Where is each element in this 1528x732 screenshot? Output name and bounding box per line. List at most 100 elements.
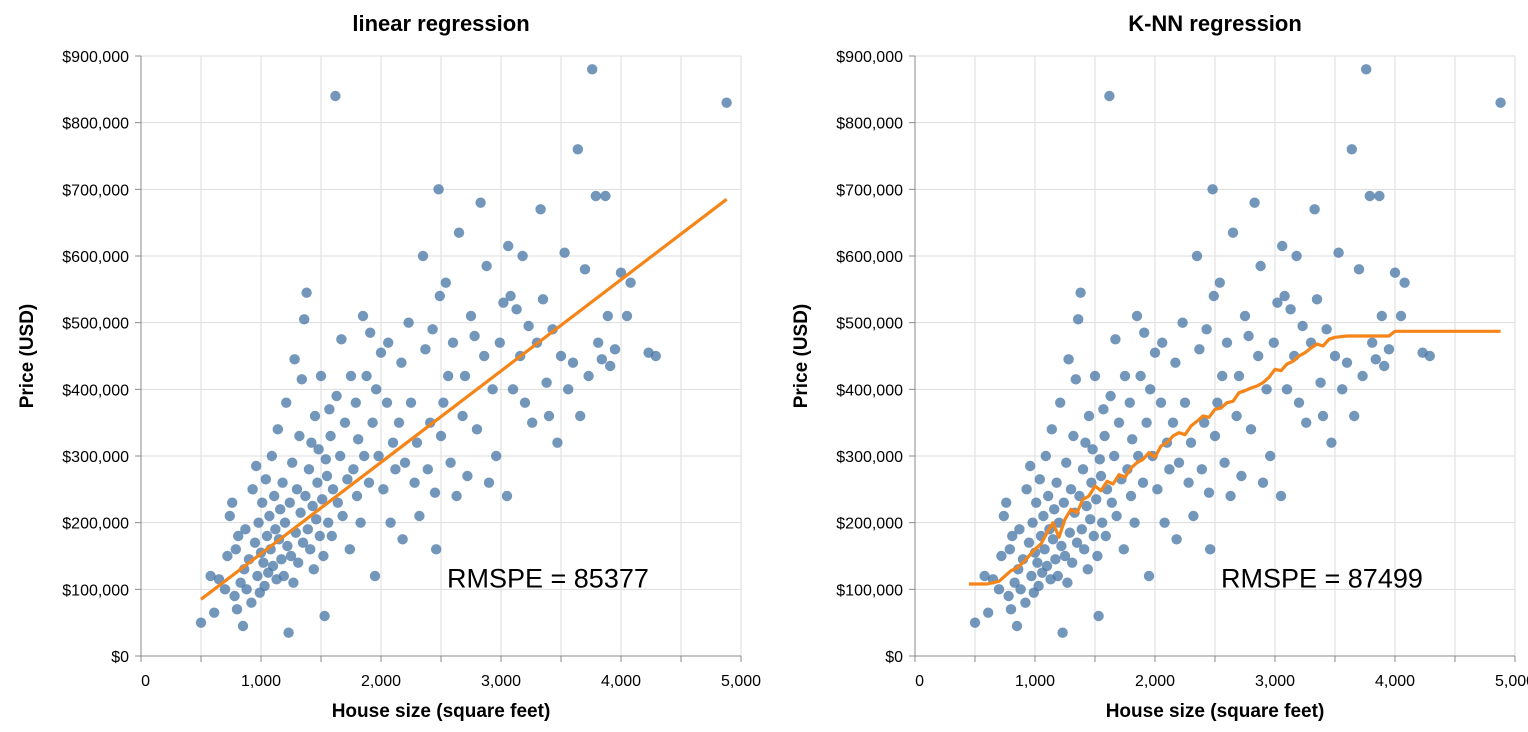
data-point bbox=[1395, 310, 1407, 322]
data-point bbox=[1056, 540, 1067, 552]
data-point bbox=[1173, 457, 1185, 468]
data-point bbox=[457, 410, 468, 422]
data-point bbox=[1039, 544, 1050, 555]
data-point bbox=[1495, 97, 1506, 108]
y-tick-label: $600,000 bbox=[836, 249, 903, 266]
data-point bbox=[305, 544, 316, 555]
data-point bbox=[1349, 410, 1360, 422]
data-point bbox=[1326, 437, 1337, 448]
data-point bbox=[1062, 577, 1073, 588]
data-point bbox=[252, 570, 263, 582]
data-point bbox=[475, 197, 486, 208]
data-point bbox=[503, 240, 514, 252]
data-point bbox=[1261, 384, 1272, 395]
data-point bbox=[1041, 560, 1053, 572]
data-point bbox=[567, 357, 579, 368]
data-point bbox=[1341, 357, 1353, 368]
data-point bbox=[1243, 330, 1254, 342]
data-point bbox=[367, 417, 378, 428]
data-point bbox=[1109, 450, 1120, 462]
data-point bbox=[1023, 537, 1035, 548]
x-tick-label: 1,000 bbox=[1015, 673, 1055, 690]
data-point bbox=[1118, 544, 1129, 555]
data-point bbox=[1110, 334, 1121, 345]
data-point bbox=[517, 250, 528, 262]
data-point bbox=[282, 540, 293, 552]
data-point bbox=[519, 397, 531, 408]
rmspe-annotation: RMSPE = 87499 bbox=[1221, 563, 1423, 593]
data-point bbox=[1217, 370, 1228, 382]
data-point bbox=[563, 384, 574, 395]
data-point bbox=[363, 477, 375, 488]
x-tick-label: 4,000 bbox=[601, 673, 641, 690]
data-point bbox=[1157, 337, 1168, 348]
data-point bbox=[1100, 530, 1111, 542]
data-point bbox=[445, 457, 456, 468]
data-point bbox=[1049, 504, 1060, 515]
data-point bbox=[327, 484, 339, 495]
data-point bbox=[625, 277, 636, 288]
data-point bbox=[1199, 417, 1210, 428]
data-point bbox=[507, 384, 519, 395]
data-point bbox=[1009, 577, 1020, 588]
data-point bbox=[312, 477, 323, 488]
data-point bbox=[1143, 570, 1155, 582]
data-point bbox=[1389, 267, 1401, 278]
data-point bbox=[1094, 454, 1105, 465]
data-point bbox=[1093, 610, 1104, 622]
data-point bbox=[1011, 620, 1023, 632]
data-point bbox=[1149, 347, 1161, 358]
data-point bbox=[1301, 417, 1312, 428]
data-point bbox=[1020, 597, 1031, 608]
data-point bbox=[572, 144, 583, 155]
x-axis-title: House size (square feet) bbox=[1106, 701, 1325, 722]
data-point bbox=[422, 464, 433, 475]
knn-prediction-line bbox=[969, 329, 1501, 586]
data-point bbox=[1297, 320, 1308, 332]
data-point bbox=[1058, 497, 1069, 508]
data-point bbox=[1291, 250, 1302, 262]
data-point bbox=[1293, 397, 1305, 408]
data-point bbox=[259, 580, 270, 592]
data-point bbox=[1364, 190, 1375, 202]
data-point bbox=[258, 557, 269, 568]
data-point bbox=[399, 457, 411, 468]
data-point bbox=[1055, 397, 1066, 408]
data-point bbox=[1177, 317, 1188, 328]
data-point bbox=[224, 510, 235, 522]
data-point bbox=[1089, 370, 1101, 382]
data-point bbox=[227, 497, 238, 508]
data-point bbox=[257, 497, 268, 508]
data-point bbox=[233, 530, 244, 542]
data-point bbox=[1255, 260, 1266, 272]
knn-regression-panel: 0 1,000 2,000 3,000 4,000 5,000 $0 $100,000 $200… bbox=[791, 11, 1528, 722]
data-point bbox=[369, 570, 381, 582]
y-axis-title: Price (USD) bbox=[791, 304, 812, 409]
data-point bbox=[294, 430, 305, 442]
data-point bbox=[447, 337, 459, 348]
data-point bbox=[371, 384, 382, 395]
data-point bbox=[1167, 417, 1179, 428]
data-point bbox=[996, 550, 1007, 562]
data-point bbox=[1231, 410, 1242, 422]
data-point bbox=[1097, 517, 1108, 528]
data-point bbox=[251, 460, 262, 472]
y-tick-label: $200,000 bbox=[836, 516, 903, 533]
data-point bbox=[1207, 184, 1218, 195]
data-point bbox=[1155, 397, 1167, 408]
data-point bbox=[403, 317, 414, 328]
data-point bbox=[1315, 377, 1326, 388]
data-point bbox=[229, 590, 240, 602]
data-point bbox=[1214, 277, 1225, 288]
y-axis-title: Price (USD) bbox=[17, 304, 38, 409]
data-point bbox=[453, 227, 465, 238]
y-tick-label: $0 bbox=[111, 649, 129, 666]
data-point bbox=[1135, 370, 1146, 382]
data-point bbox=[357, 310, 369, 322]
data-point bbox=[300, 490, 311, 502]
data-point bbox=[323, 517, 334, 528]
data-point bbox=[365, 327, 376, 338]
data-point bbox=[1106, 497, 1117, 508]
data-point bbox=[1064, 527, 1075, 538]
data-point bbox=[1227, 227, 1239, 238]
